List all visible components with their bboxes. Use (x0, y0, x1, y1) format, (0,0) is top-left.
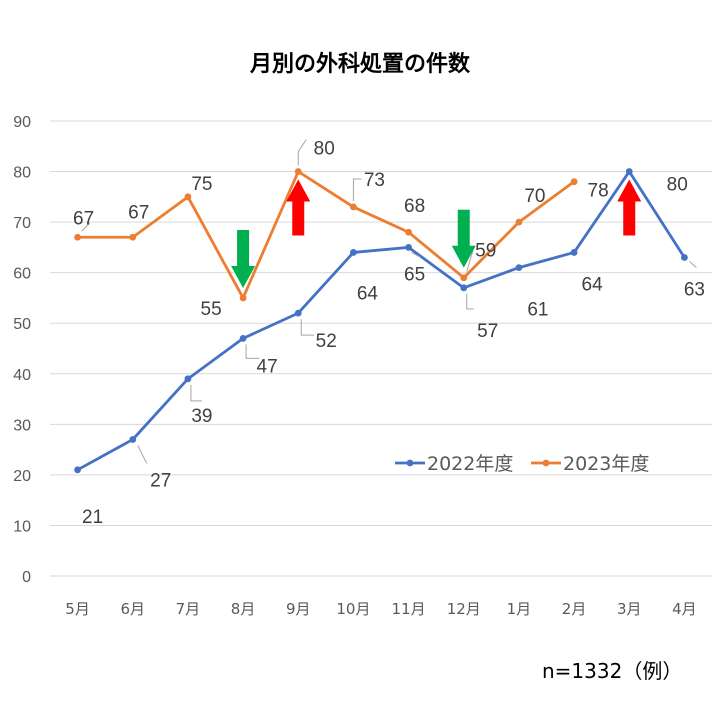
data-point (74, 466, 81, 474)
data-label: 73 (364, 170, 385, 191)
y-tick-label: 50 (13, 316, 31, 333)
data-label: 70 (524, 186, 545, 207)
legend: 2022年度 2023年度 (395, 453, 649, 475)
y-tick-label: 10 (13, 518, 31, 535)
label-leader (81, 222, 90, 232)
x-tick-label: 9月 (286, 600, 311, 618)
data-label: 64 (357, 283, 379, 304)
series-lines (74, 168, 688, 474)
data-point (460, 284, 468, 292)
label-leader (297, 139, 307, 166)
legend-marker (542, 459, 550, 467)
data-point (515, 264, 523, 272)
x-tick-label: 5月 (65, 600, 90, 618)
data-label: 27 (150, 471, 171, 492)
y-tick-label: 70 (13, 215, 31, 232)
legend-label: 2023年度 (563, 453, 649, 475)
x-tick-label: 8月 (231, 600, 256, 618)
label-leader (245, 344, 260, 359)
data-label: 80 (667, 175, 688, 196)
label-leader (352, 178, 362, 201)
data-label: 65 (404, 264, 425, 285)
label-leader (411, 251, 421, 258)
data-point (515, 218, 523, 226)
label-leader (300, 319, 315, 336)
data-label: 61 (527, 300, 548, 321)
legend-label: 2022年度 (427, 453, 513, 475)
x-tick-label: 4月 (672, 600, 697, 618)
data-label: 80 (314, 139, 335, 160)
x-tick-label: 12月 (447, 600, 481, 618)
x-tick-label: 3月 (617, 600, 642, 618)
data-point (294, 309, 302, 317)
data-label: 63 (684, 280, 705, 301)
data-label: 52 (316, 331, 337, 352)
series-line (76, 170, 576, 300)
y-tick-label: 40 (13, 367, 31, 384)
data-label: 57 (477, 321, 498, 342)
x-axis-ticks: 5月 6月 7月 8月 9月 10月 11月 12月 1月 2月 3月 4月 (65, 600, 696, 618)
data-label: 75 (191, 174, 212, 195)
data-point (74, 233, 81, 241)
y-tick-label: 60 (13, 266, 31, 283)
data-point (184, 375, 192, 383)
arrow-up-icon (286, 179, 311, 236)
data-point (570, 178, 578, 186)
arrow-up-icon (617, 179, 642, 236)
label-leader (190, 384, 202, 402)
data-point (350, 249, 357, 256)
data-point (239, 334, 247, 342)
label-leader (466, 247, 475, 272)
x-tick-label: 6月 (120, 600, 145, 618)
data-label: 67 (73, 208, 94, 229)
data-label: 59 (475, 241, 496, 262)
arrow-down-icon (231, 229, 256, 288)
data-label: 68 (404, 196, 425, 217)
annotation-arrows (231, 179, 642, 288)
data-labels: 21 27 39 47 52 64 65 57 61 64 80 63 67 67 75 55 80 73 68 59… (73, 139, 705, 528)
chart-footnote: n=1332（例） (542, 659, 683, 683)
data-label: 39 (191, 406, 212, 427)
y-tick-label: 30 (13, 417, 31, 434)
y-axis-ticks: 0 10 20 30 40 50 60 70 80 90 (13, 114, 31, 586)
y-tick-label: 90 (13, 114, 31, 131)
data-label: 47 (257, 356, 278, 377)
y-tick-label: 20 (13, 468, 31, 485)
data-point (350, 203, 357, 211)
arrow-down-icon (451, 209, 476, 268)
data-point (184, 193, 192, 201)
data-point (570, 249, 578, 256)
data-point (625, 168, 633, 175)
data-label: 55 (201, 299, 222, 320)
series-line (76, 170, 686, 472)
y-tick-label: 0 (22, 569, 31, 586)
label-leader (689, 261, 697, 268)
legend-marker (406, 459, 414, 467)
x-tick-label: 10月 (336, 600, 370, 618)
data-point (239, 294, 247, 302)
x-tick-label: 7月 (176, 600, 201, 618)
data-point (129, 233, 137, 241)
data-point (405, 228, 412, 236)
data-point (405, 243, 412, 251)
label-leader (466, 293, 474, 310)
y-tick-label: 80 (13, 165, 31, 182)
data-label: 64 (582, 274, 604, 295)
data-label: 78 (588, 181, 609, 202)
x-tick-label: 1月 (507, 600, 532, 618)
x-tick-label: 11月 (392, 600, 426, 618)
data-point (681, 254, 688, 261)
x-tick-label: 2月 (562, 600, 587, 618)
data-label: 67 (128, 202, 149, 223)
data-point (294, 168, 302, 175)
data-label-leaders (81, 139, 697, 464)
grid-lines (50, 120, 712, 577)
data-point (129, 436, 137, 443)
data-label: 21 (82, 507, 103, 528)
label-leader (137, 445, 148, 464)
chart-title: 月別の外科処置の件数 (249, 51, 470, 77)
data-point (460, 274, 468, 282)
